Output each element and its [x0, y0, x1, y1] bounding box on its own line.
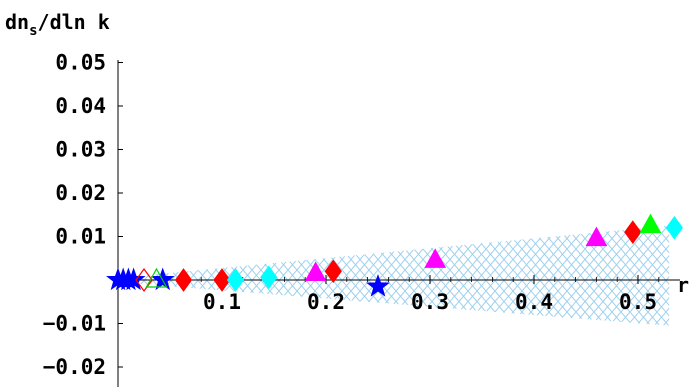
- triangle-marker: [304, 261, 327, 281]
- diamond-marker: [213, 268, 231, 292]
- data-markers: [106, 213, 684, 297]
- triangle-marker: [424, 248, 447, 268]
- x-tick-label: 0.1: [203, 290, 241, 314]
- diamond-marker: [624, 220, 642, 245]
- y-tick-label: 0.01: [55, 225, 106, 249]
- diamond-marker: [324, 259, 342, 284]
- diamond-marker: [260, 265, 278, 290]
- triangle-marker: [639, 213, 662, 234]
- y-tick-label: −0.02: [43, 355, 106, 379]
- y-tick-label: 0.02: [55, 181, 106, 205]
- diamond-marker: [665, 215, 684, 240]
- diamond-marker: [135, 267, 153, 293]
- y-tick-label: 0.03: [55, 138, 106, 162]
- triangle-marker: [145, 267, 168, 288]
- star-marker: [366, 273, 390, 297]
- diamond-marker: [174, 268, 193, 292]
- triangle-marker: [585, 226, 608, 247]
- star-marker: [121, 267, 146, 291]
- x-tick-label: 0.2: [307, 290, 345, 314]
- y-tick-label: 0.05: [55, 51, 106, 75]
- y-tick-label: −0.01: [43, 312, 106, 336]
- star-marker: [150, 267, 175, 291]
- x-tick-label: 0.5: [619, 290, 657, 314]
- axis-ticks: 0.05 0.04 0.03 0.02 0.01 −0.01 −0.02 0.1 0.2 0.3 0…: [43, 51, 660, 379]
- y-axis-title: dns/dln k: [5, 10, 110, 39]
- diamond-marker: [226, 268, 245, 292]
- y-tick-label: 0.04: [55, 94, 106, 118]
- x-axis-title: r: [677, 273, 689, 297]
- x-tick-label: 0.4: [515, 290, 553, 314]
- x-tick-label: 0.3: [411, 290, 449, 314]
